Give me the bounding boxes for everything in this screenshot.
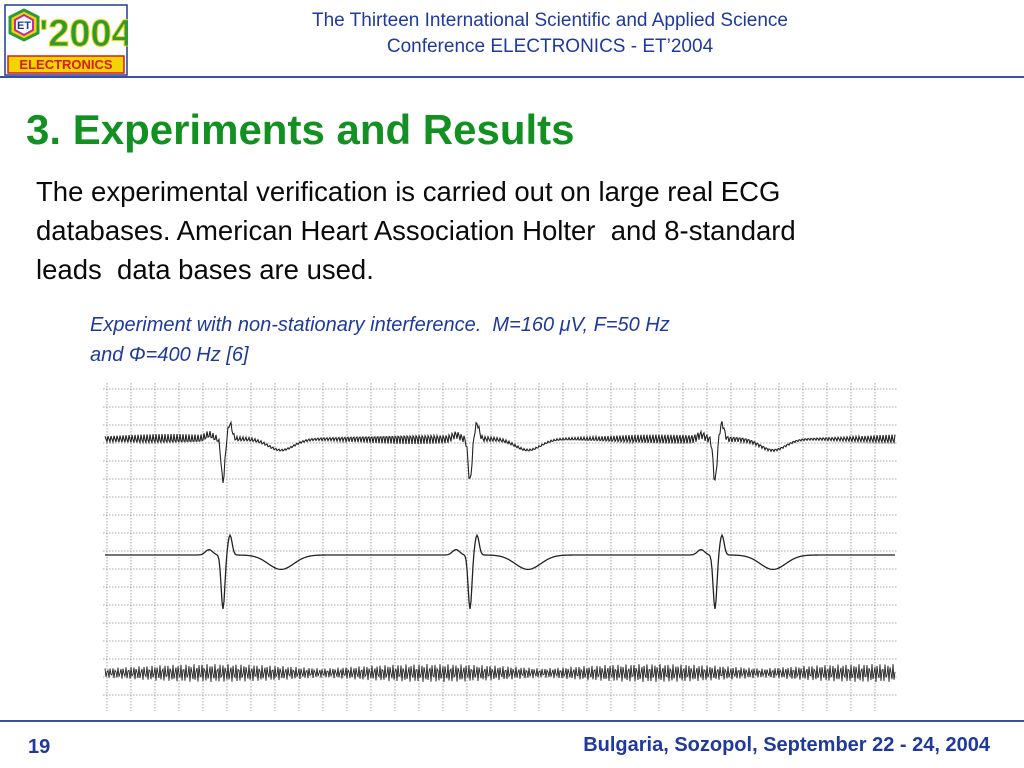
footer-location: Bulgaria, Sozopol, September 22 - 24, 20… (583, 734, 990, 756)
logo-label: ELECTRONICS (19, 57, 113, 72)
caption-line2: and Φ=400 Hz [6] (90, 344, 249, 366)
ecg-figure (103, 383, 897, 711)
slide-title: 3. Experiments and Results (26, 106, 575, 153)
ecg-trace-noisy-top (104, 420, 896, 484)
ecg-grid (103, 383, 897, 711)
footer-divider (0, 720, 1024, 722)
logo-year: '2004 (39, 13, 128, 55)
conference-title: The Thirteen International Scientific an… (150, 8, 950, 60)
body-line1: The experimental verification is carried… (36, 176, 781, 207)
body-line2: databases. American Heart Association Ho… (36, 215, 796, 246)
header-divider (0, 76, 1024, 78)
caption-line1: Experiment with non-stationary interfere… (90, 314, 670, 336)
logo-initials: ET (17, 20, 31, 32)
ecg-trace-filtered (105, 533, 895, 609)
conference-title-line2: Conference ELECTRONICS - ET’2004 (386, 36, 714, 57)
conference-logo: ET '2004 ELECTRONICS (4, 4, 133, 76)
conference-title-line1: The Thirteen International Scientific an… (311, 10, 788, 31)
page-number: 19 (28, 736, 51, 758)
ecg-trace-interference (104, 664, 896, 683)
body-line3: leads data bases are used. (36, 254, 374, 285)
body-paragraph: The experimental verification is carried… (36, 172, 996, 289)
figure-caption: Experiment with non-stationary interfere… (90, 310, 930, 370)
